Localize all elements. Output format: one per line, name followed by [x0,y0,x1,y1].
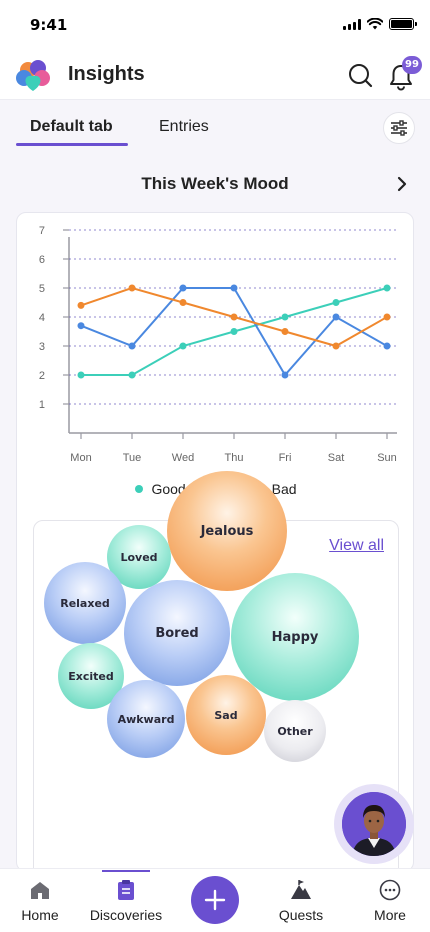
nav-more[interactable]: More [368,869,412,932]
app-logo-icon [16,60,50,91]
person-avatar-icon [342,792,406,856]
avatar-button[interactable] [334,784,414,864]
active-tab-indicator [16,143,128,146]
data-point-ok [128,342,136,350]
data-point-bad [281,328,289,335]
nav-label-discoveries: Discoveries [89,907,163,923]
x-tick-label: Tue [123,452,142,464]
y-tick-label: 2 [39,370,45,382]
legend-item-good: Good [135,481,186,497]
section-title: This Week's Mood [141,174,289,193]
data-point-bad [179,299,187,306]
x-tick-label: Thu [225,452,244,464]
add-entry-button[interactable] [191,876,239,924]
nav-home[interactable]: Home [20,869,60,932]
data-point-ok [383,342,391,350]
data-point-bad [230,313,238,321]
nav-active-indicator [102,870,150,872]
y-tick-label: 3 [39,341,45,353]
emotion-bubble-sad[interactable]: Sad [186,675,266,755]
legend-dot [135,485,144,493]
data-point-good [128,371,136,379]
emotion-bubble-label: Loved [120,550,158,564]
data-point-good [332,299,340,306]
status-bar: 9:41 [0,0,430,50]
mountain-icon [291,880,311,899]
emotion-bubble-relaxed[interactable]: Relaxed [44,562,126,644]
data-point-bad [332,342,340,350]
data-point-good [281,313,289,321]
data-point-good [383,284,391,292]
signal-icon [343,18,361,30]
emotion-bubble-other[interactable]: Other [264,700,326,762]
data-point-ok [281,371,289,379]
nav-label-quests: Quests [278,907,324,923]
data-point-ok [332,313,340,321]
sliders-icon [391,120,407,136]
filter-button[interactable] [383,112,415,144]
y-tick-label: 7 [39,225,45,237]
status-icons [343,18,417,30]
data-point-ok [179,284,187,292]
emotion-bubble-label: Excited [68,669,114,683]
nav-label-home: Home [21,907,59,923]
search-button[interactable] [346,61,376,91]
legend-label: Bad [271,481,297,497]
tab-entries[interactable]: Entries [159,118,209,135]
nav-label-more: More [374,907,406,923]
emotion-bubble-awkward[interactable]: Awkward [107,680,185,758]
tab-default[interactable]: Default tab [30,118,113,135]
data-point-ok [230,284,238,292]
emotion-bubble-jealous[interactable]: Jealous [167,471,287,591]
y-tick-label: 1 [39,399,45,411]
nav-quests[interactable]: Quests [276,869,326,932]
nav-discoveries[interactable]: Discoveries [86,869,166,932]
emotion-bubble-label: Relaxed [60,596,110,610]
chevron-right-icon[interactable] [394,174,410,194]
plus-icon [204,889,226,911]
data-point-bad [383,313,391,321]
avatar [342,792,406,856]
notification-badge: 99 [402,56,422,74]
mood-line-chart: 1 2 3 4 5 6 7 Mon Tue Wed Thu Fri Sat Sun [39,225,397,464]
emotion-bubble-label: Sad [214,708,238,722]
more-icon [379,879,401,901]
home-icon [31,882,49,899]
y-tick-label: 5 [39,283,45,295]
emotion-bubble-label: Other [277,724,313,738]
emotion-bubble-bored[interactable]: Bored [124,580,230,686]
data-point-bad [128,284,136,292]
battery-icon [389,18,417,30]
data-point-good [230,328,238,335]
clipboard-icon [118,880,134,900]
search-icon [349,64,373,88]
y-tick-label: 4 [39,312,45,324]
x-tick-label: Wed [172,452,194,464]
x-tick-label: Mon [70,452,91,464]
emotion-bubble-label: Awkward [117,712,175,726]
emotion-bubble-label: Jealous [200,523,254,539]
page-title: Insights [68,63,145,85]
legend-label: Good [151,481,186,497]
data-point-bad [77,301,85,309]
emotion-bubble-happy[interactable]: Happy [231,573,359,701]
status-time: 9:41 [30,16,68,34]
data-point-ok [77,322,85,330]
y-tick-label: 6 [39,254,45,266]
app-header: Insights 99 [0,50,430,100]
view-all-link[interactable]: View all [329,537,384,554]
x-tick-label: Sat [328,452,345,464]
wifi-icon [367,18,383,30]
data-point-good [179,342,187,350]
data-point-good [77,371,85,379]
x-tick-label: Sun [377,452,397,464]
emotion-bubble-label: Happy [271,629,319,645]
x-tick-label: Fri [279,452,292,464]
tab-bar: Default tab Entries [0,100,430,156]
emotion-bubble-label: Bored [155,625,199,641]
